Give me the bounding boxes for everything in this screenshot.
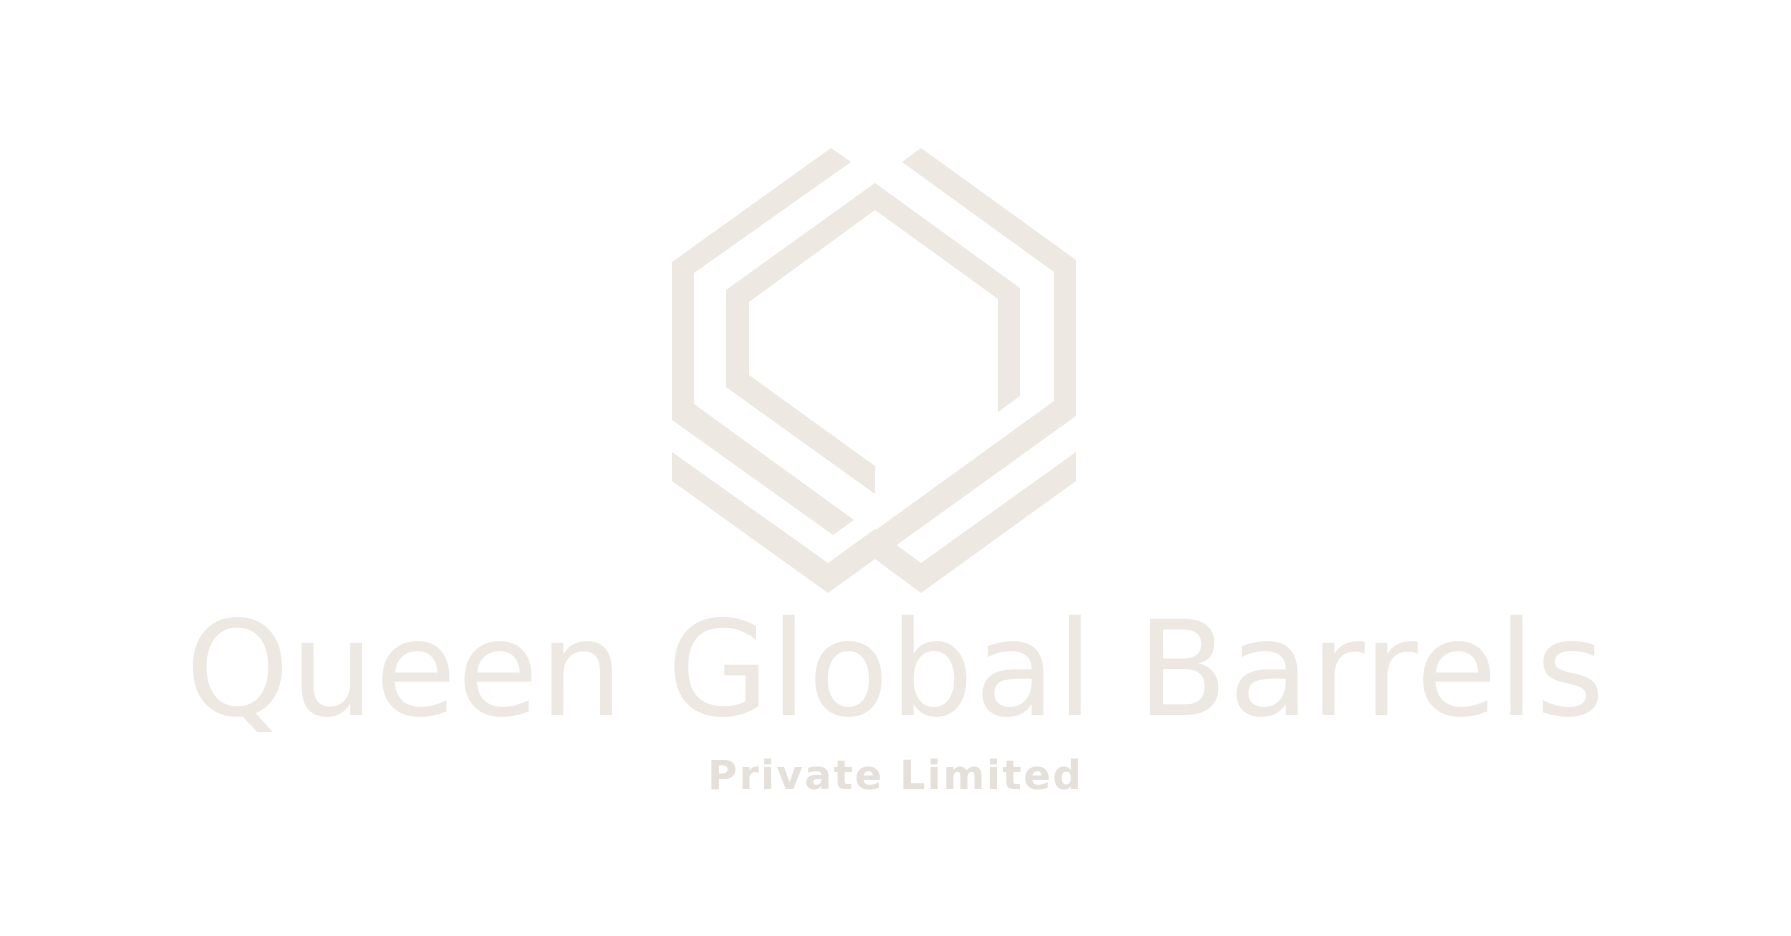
outer-right-bracket xyxy=(873,148,1076,547)
outer-left-bracket xyxy=(672,148,854,535)
bottom-left-chevron xyxy=(672,452,1076,593)
brand-name: Queen Global Barrels xyxy=(185,593,1606,747)
inner-hexagon-frame xyxy=(726,183,1020,494)
brand-tagline: Private Limited xyxy=(707,753,1084,799)
